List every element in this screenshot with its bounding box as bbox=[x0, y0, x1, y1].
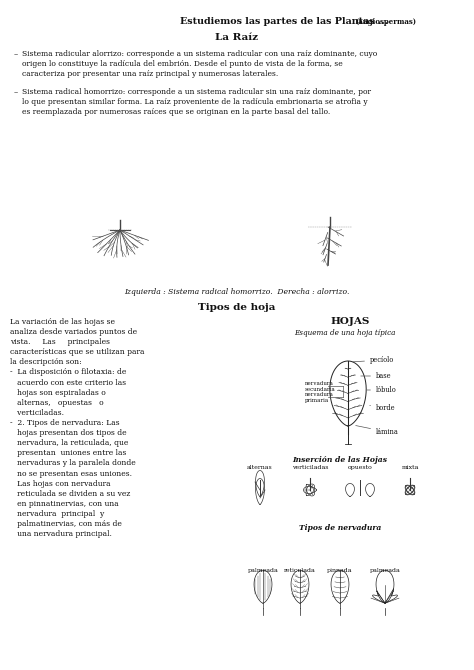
Text: verticiladas: verticiladas bbox=[292, 465, 328, 470]
Text: palmeada: palmeada bbox=[247, 568, 278, 573]
Text: Esquema de una hoja típica: Esquema de una hoja típica bbox=[294, 329, 396, 337]
Text: La variación de las hojas se
analiza desde variados puntos de
vista.     Las    : La variación de las hojas se analiza des… bbox=[10, 318, 145, 538]
Text: La Raíz: La Raíz bbox=[216, 34, 258, 42]
Text: palmeada: palmeada bbox=[370, 568, 401, 573]
Text: Sistema radicular alorrizo: corresponde a un sistema radicular con una raíz domi: Sistema radicular alorrizo: corresponde … bbox=[22, 50, 377, 78]
Text: Tipos de nervadura: Tipos de nervadura bbox=[299, 524, 381, 532]
Text: base: base bbox=[361, 372, 392, 380]
Text: nervadura
secundaria
nervadura
primaria: nervadura secundaria nervadura primaria bbox=[305, 381, 336, 403]
Text: Inserción de las Hojas: Inserción de las Hojas bbox=[292, 456, 388, 464]
Text: borde: borde bbox=[370, 404, 396, 412]
Text: lóbulo: lóbulo bbox=[367, 386, 397, 394]
Text: Tipos de hoja: Tipos de hoja bbox=[198, 302, 276, 312]
Text: –: – bbox=[14, 50, 18, 58]
Text: HOJAS: HOJAS bbox=[330, 318, 370, 326]
Text: reticulada: reticulada bbox=[284, 568, 316, 573]
Text: lámina: lámina bbox=[356, 425, 399, 436]
Text: mixta: mixta bbox=[401, 465, 419, 470]
Text: opuesto: opuesto bbox=[347, 465, 373, 470]
Text: pecíolo: pecíolo bbox=[353, 356, 394, 364]
Text: Sistema radical homorrizo: corresponde a un sistema radicular sin una raíz domin: Sistema radical homorrizo: corresponde a… bbox=[22, 88, 371, 116]
Text: alternas: alternas bbox=[247, 465, 273, 470]
Text: (angiospermas): (angiospermas) bbox=[355, 18, 416, 26]
Text: pinnada: pinnada bbox=[327, 568, 353, 573]
Text: Estudiemos las partes de las Plantas ...: Estudiemos las partes de las Plantas ... bbox=[180, 17, 391, 27]
Text: Izquierda : Sistema radical homorrizo.  Derecha : alorrizo.: Izquierda : Sistema radical homorrizo. D… bbox=[124, 288, 350, 296]
Text: –: – bbox=[14, 88, 18, 96]
